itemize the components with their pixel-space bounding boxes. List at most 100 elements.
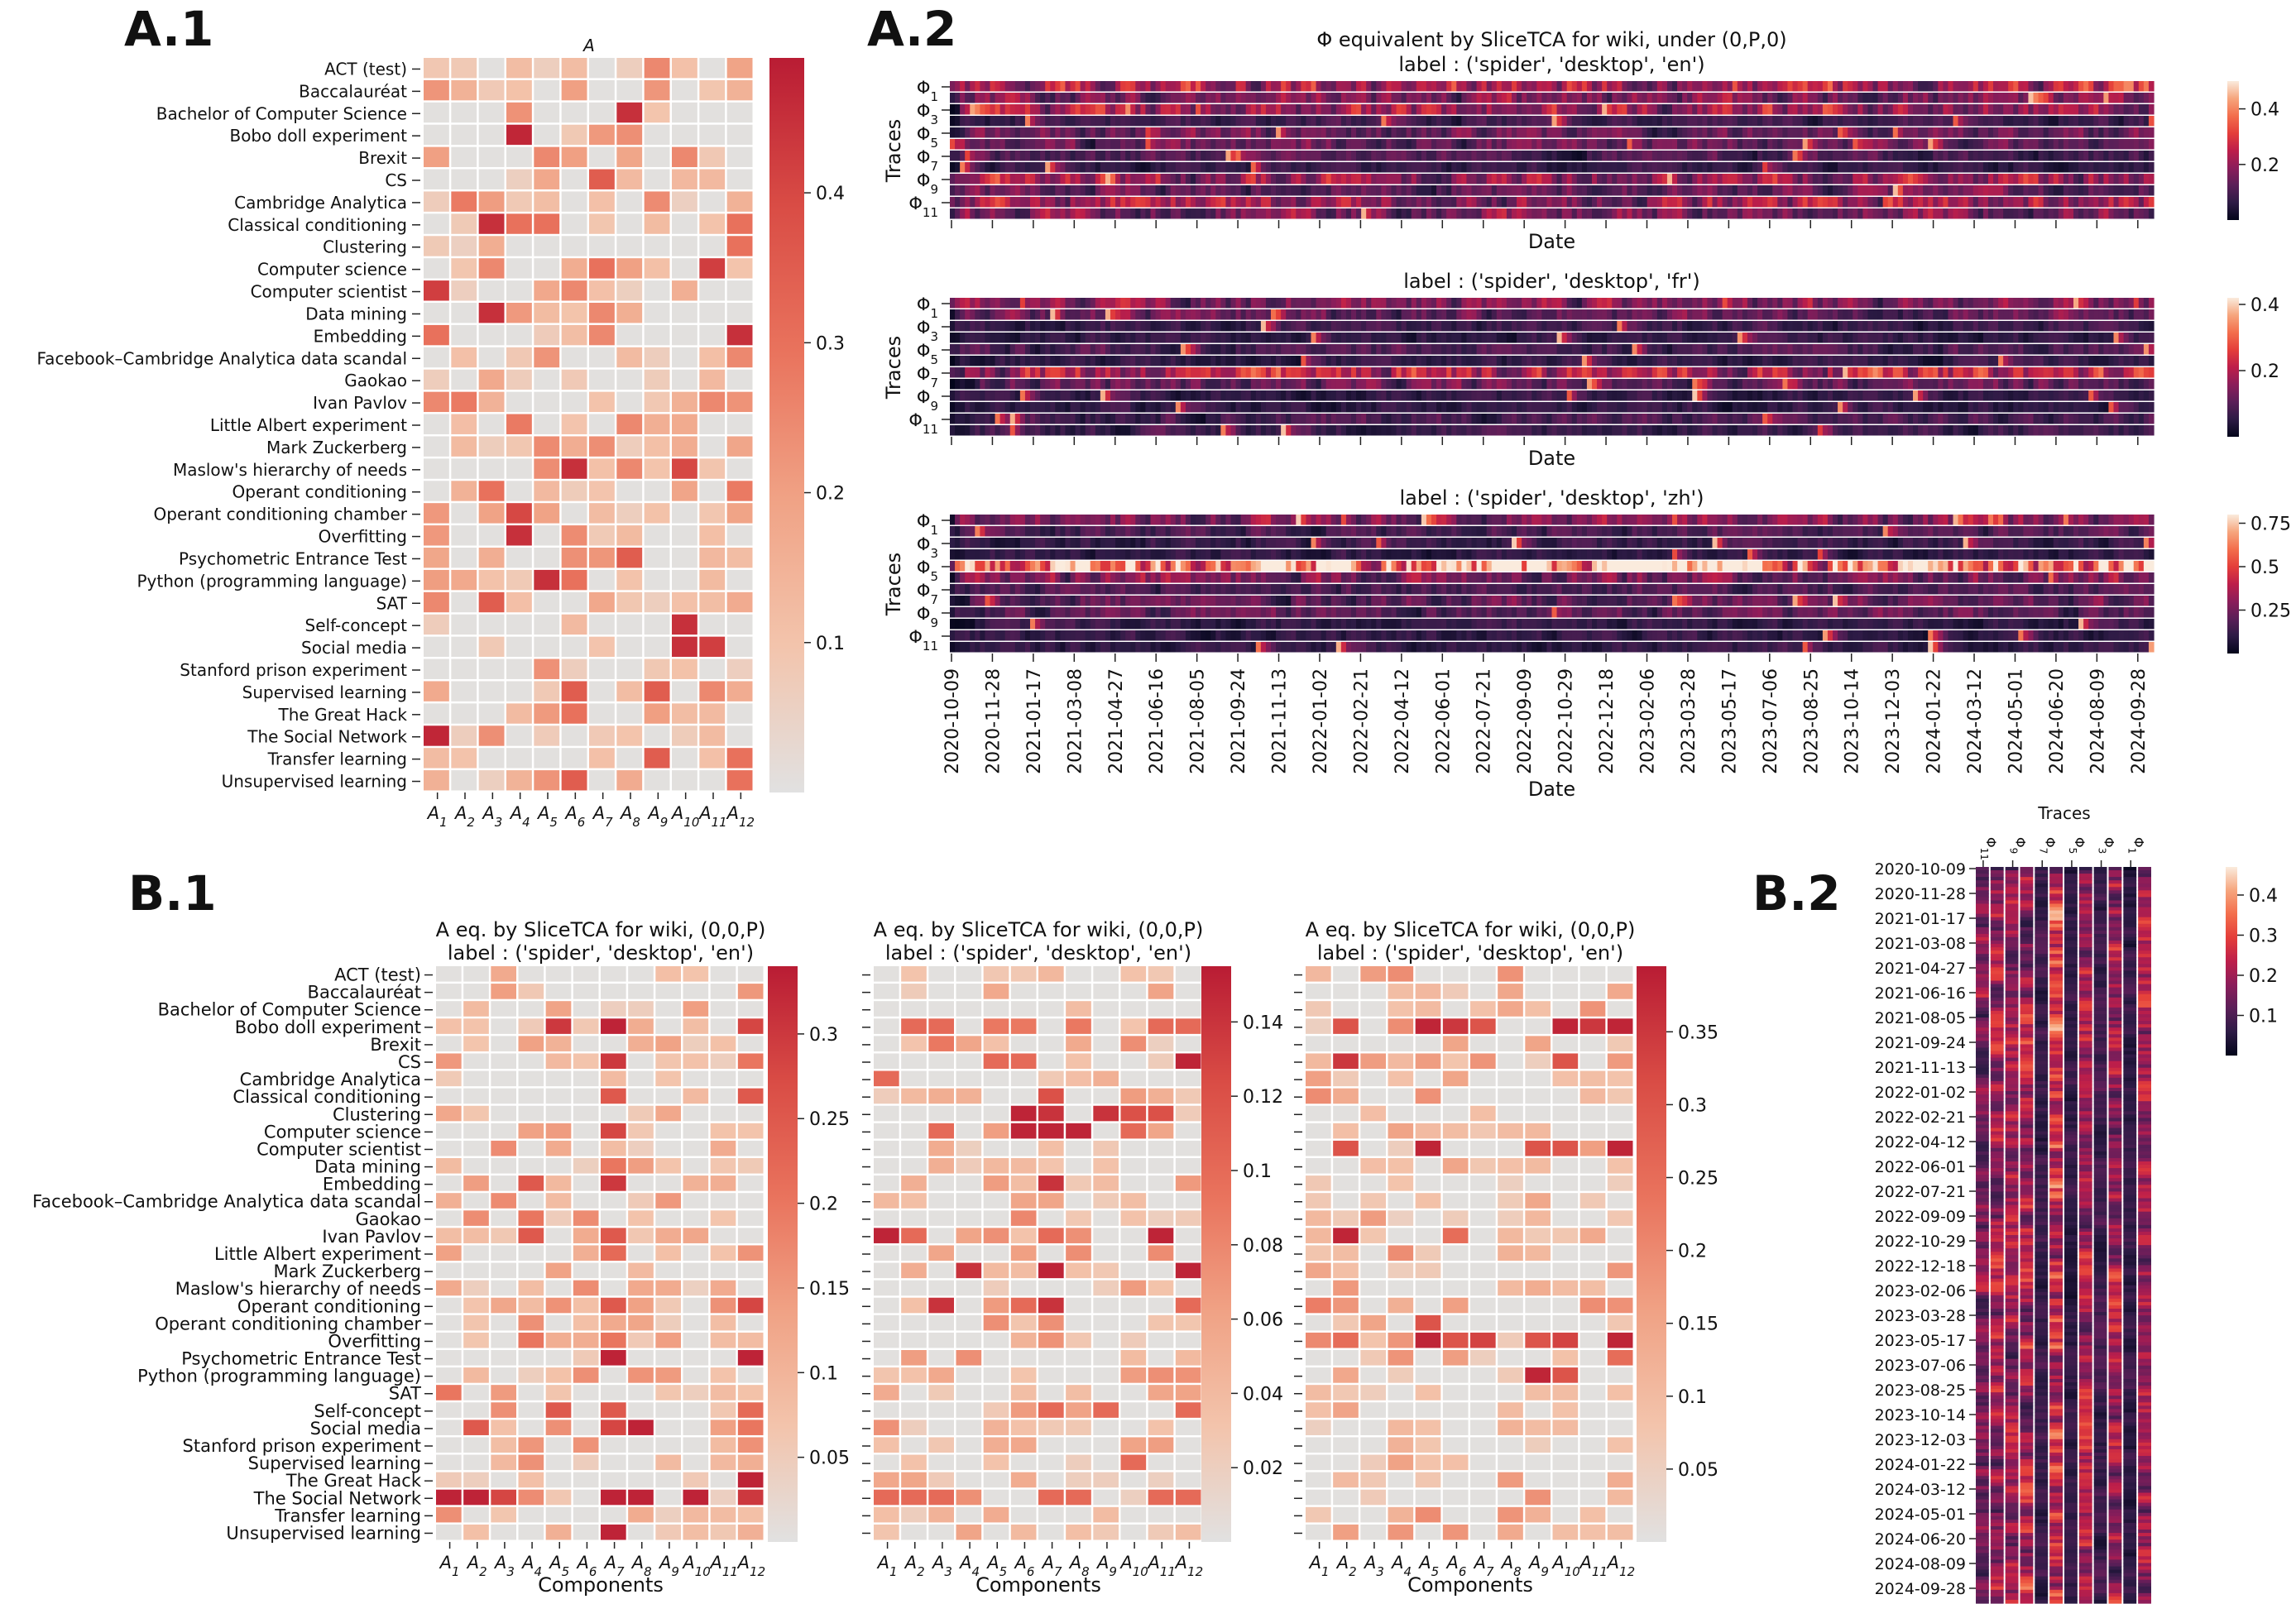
- trace-cell: [1416, 298, 1422, 309]
- trace-cell: [960, 162, 966, 173]
- trace-cell: [2013, 93, 2019, 103]
- trace-cell: [1702, 93, 1709, 103]
- trace-cell: [1085, 185, 1091, 196]
- trace-cell: [1902, 333, 1909, 343]
- trace-cell: [1175, 81, 1182, 92]
- trace-cell: [1311, 104, 1317, 115]
- trace-cell: [1531, 127, 1537, 138]
- trace-cell: [1210, 104, 1216, 115]
- trace-cell: [1958, 81, 1964, 92]
- heatmap-cell: [672, 481, 697, 501]
- trace-cell: [1566, 309, 1573, 320]
- trace-cell: [1833, 127, 1838, 138]
- trace-cell: [2083, 309, 2089, 320]
- trace-cell: [1325, 344, 1332, 355]
- trace-cell: [999, 116, 1006, 127]
- trace-cell: [1271, 298, 1277, 309]
- trace-cell: [1617, 321, 1623, 332]
- trace-cell: [1627, 127, 1633, 138]
- trace-cell: [1556, 344, 1563, 355]
- trace-cell: [1055, 197, 1061, 208]
- trace-cell: [1411, 174, 1417, 184]
- trace-cell: [1651, 162, 1658, 173]
- trace-cell: [1065, 344, 1071, 355]
- trace-cell: [1371, 321, 1377, 332]
- trace-cell: [1938, 127, 1944, 138]
- trace-cell: [950, 93, 956, 103]
- heatmap-cell: [451, 58, 477, 79]
- trace-cell: [1512, 81, 1517, 92]
- trace-cell: [2148, 298, 2155, 309]
- trace-cell: [1180, 93, 1186, 103]
- trace-cell: [1602, 309, 1608, 320]
- trace-cell: [1607, 93, 1613, 103]
- trace-cell: [1817, 116, 1824, 127]
- trace-cell: [2123, 344, 2130, 355]
- trace-cell: [1907, 104, 1914, 115]
- trace-cell: [1145, 104, 1152, 115]
- trace-cell: [2063, 81, 2069, 92]
- trace-cell: [975, 81, 980, 92]
- trace-cell: [1977, 81, 1984, 92]
- trace-cell: [1466, 151, 1473, 161]
- trace-cell: [1050, 93, 1056, 103]
- trace-cell: [1095, 104, 1101, 115]
- trace-cell: [1180, 208, 1186, 219]
- trace-cell: [1110, 127, 1116, 138]
- trace-cell: [1561, 185, 1568, 196]
- trace-cell: [1838, 127, 1843, 138]
- trace-cell: [1090, 116, 1096, 127]
- trace-cell: [1210, 93, 1216, 103]
- trace-cell: [1597, 162, 1603, 173]
- trace-cell: [1416, 93, 1422, 103]
- trace-cell: [1340, 333, 1347, 343]
- trace-cell: [1857, 151, 1863, 161]
- trace-cell: [1682, 174, 1688, 184]
- trace-cell: [1376, 367, 1382, 378]
- heatmap-cell: [589, 324, 615, 346]
- trace-cell: [1656, 104, 1663, 115]
- trace-cell: [2058, 197, 2064, 208]
- heatmap-cell: [561, 481, 587, 501]
- trace-cell: [2048, 309, 2054, 320]
- trace-cell: [1345, 367, 1352, 378]
- trace-cell: [2038, 116, 2044, 127]
- trace-cell: [1887, 139, 1894, 150]
- a1-title: A: [582, 36, 595, 55]
- trace-cell: [1897, 93, 1904, 103]
- heatmap-cell: [589, 770, 615, 791]
- trace-cell: [1777, 309, 1783, 320]
- trace-cell: [1812, 208, 1819, 219]
- trace-cell: [1536, 208, 1542, 219]
- heatmap-cell: [451, 324, 477, 346]
- trace-cell: [1617, 162, 1623, 173]
- trace-cell: [1877, 174, 1884, 184]
- trace-cell: [2023, 151, 2030, 161]
- trace-cell: [1316, 356, 1322, 366]
- trace-cell: [1977, 197, 1984, 208]
- trace-cell: [1276, 174, 1282, 184]
- trace-cell: [2088, 93, 2094, 103]
- trace-cell: [1672, 356, 1678, 366]
- trace-cell: [1281, 197, 1287, 208]
- trace-cell: [1953, 309, 1959, 320]
- trace-cell: [1787, 162, 1794, 173]
- heatmap-cell: [726, 58, 753, 79]
- heatmap-cell: [726, 124, 753, 146]
- trace-cell: [1426, 116, 1432, 127]
- trace-cell: [1987, 127, 1994, 138]
- trace-cell: [1075, 127, 1081, 138]
- trace-cell: [1250, 81, 1257, 92]
- trace-cell: [1446, 116, 1452, 127]
- trace-cell: [2013, 333, 2019, 343]
- trace-cell: [1597, 321, 1603, 332]
- trace-cell: [1140, 81, 1147, 92]
- heatmap-cell: [699, 503, 726, 524]
- trace-cell: [1206, 116, 1211, 127]
- trace-cell: [1772, 151, 1778, 161]
- trace-cell: [2113, 93, 2120, 103]
- trace-cell: [1541, 185, 1548, 196]
- trace-cell: [1732, 93, 1738, 103]
- trace-cell: [1185, 104, 1191, 115]
- trace-cell: [1050, 356, 1056, 366]
